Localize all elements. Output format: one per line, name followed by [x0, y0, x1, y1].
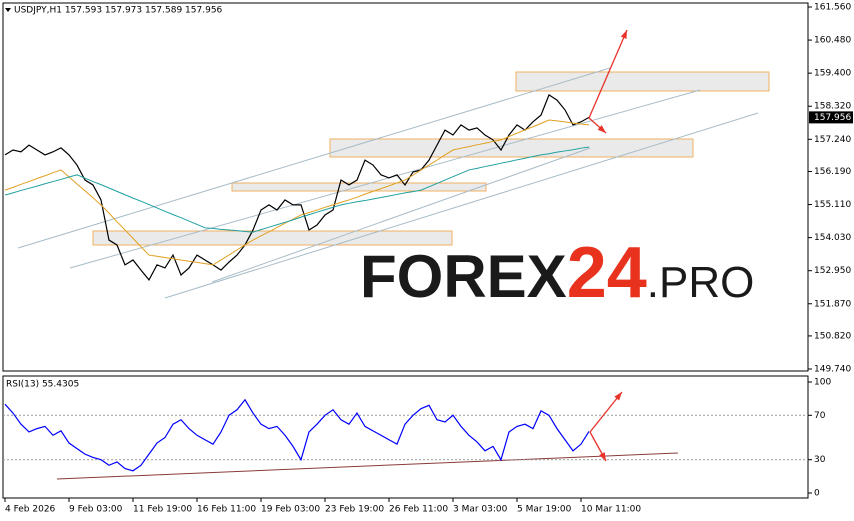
- y-tick-label: 158.320: [814, 102, 851, 112]
- rsi-panel: [2, 375, 809, 499]
- x-tick-label: 10 Mar 11:00: [581, 505, 641, 515]
- arrow-head: [614, 392, 622, 401]
- rsi-title: RSI(13) 55.4305: [6, 380, 79, 390]
- arrow-head: [597, 125, 606, 133]
- x-tick-label: 23 Feb 19:00: [325, 505, 384, 515]
- y-tick-label: 149.740: [814, 365, 851, 375]
- price-tag-label: 157.956: [814, 113, 851, 123]
- x-tick-label: 11 Feb 19:00: [133, 505, 192, 515]
- zone: [515, 71, 770, 92]
- watermark: FOREX24.PRO: [360, 233, 754, 313]
- zones: [92, 71, 770, 246]
- zone: [329, 138, 694, 158]
- arrow-head: [599, 452, 606, 461]
- y-tick-label: 160.480: [814, 36, 851, 46]
- y-tick-label: 155.110: [814, 200, 851, 210]
- x-tick-label: 16 Feb 11:00: [197, 505, 256, 515]
- y-tick-label: 151.870: [814, 299, 851, 309]
- arrow: [589, 391, 623, 433]
- watermark-part: .PRO: [647, 258, 755, 307]
- channel-line: [211, 147, 591, 283]
- arrow-head: [620, 30, 627, 39]
- y-tick-label: 70: [814, 411, 826, 421]
- channel-lines: [17, 67, 759, 299]
- x-tick-label: 5 Mar 19:00: [517, 505, 572, 515]
- watermark-part: 24: [567, 233, 647, 313]
- y-tick-label: 100: [814, 378, 831, 388]
- zone: [92, 230, 453, 246]
- x-tick-label: 26 Feb 11:00: [389, 505, 448, 515]
- x-tick-label: 19 Feb 03:00: [261, 505, 320, 515]
- y-tick-label: 150.820: [814, 331, 851, 341]
- rsi-trendline: [56, 452, 679, 480]
- watermark-part: FOREX: [360, 243, 567, 310]
- series-line: [4, 119, 590, 266]
- x-tick-label: 4 Feb 2026: [5, 505, 56, 515]
- y-tick-label: 0: [814, 489, 820, 499]
- channel-line: [164, 112, 759, 299]
- y-tick-label: 152.950: [814, 266, 851, 276]
- y-tick-label: 159.400: [814, 69, 851, 79]
- arrow: [588, 29, 628, 119]
- price-tag: [809, 111, 853, 124]
- y-tick-label: 156.190: [814, 167, 851, 177]
- x-tick-label: 9 Feb 03:00: [69, 505, 123, 515]
- price-title: USDJPY,H1 157.593 157.973 157.589 157.95…: [14, 6, 223, 16]
- channel-line: [69, 89, 701, 269]
- y-tick-label: 30: [814, 455, 826, 465]
- title-marker: [5, 8, 11, 12]
- y-tick-label: 154.030: [814, 233, 851, 243]
- y-tick-label: 161.560: [814, 3, 851, 13]
- y-tick-label: 157.240: [814, 135, 851, 145]
- series-line: [4, 398, 590, 472]
- series-line: [4, 146, 590, 233]
- channel-line: [17, 67, 611, 249]
- x-tick-label: 3 Mar 03:00: [453, 505, 508, 515]
- zone: [231, 182, 487, 192]
